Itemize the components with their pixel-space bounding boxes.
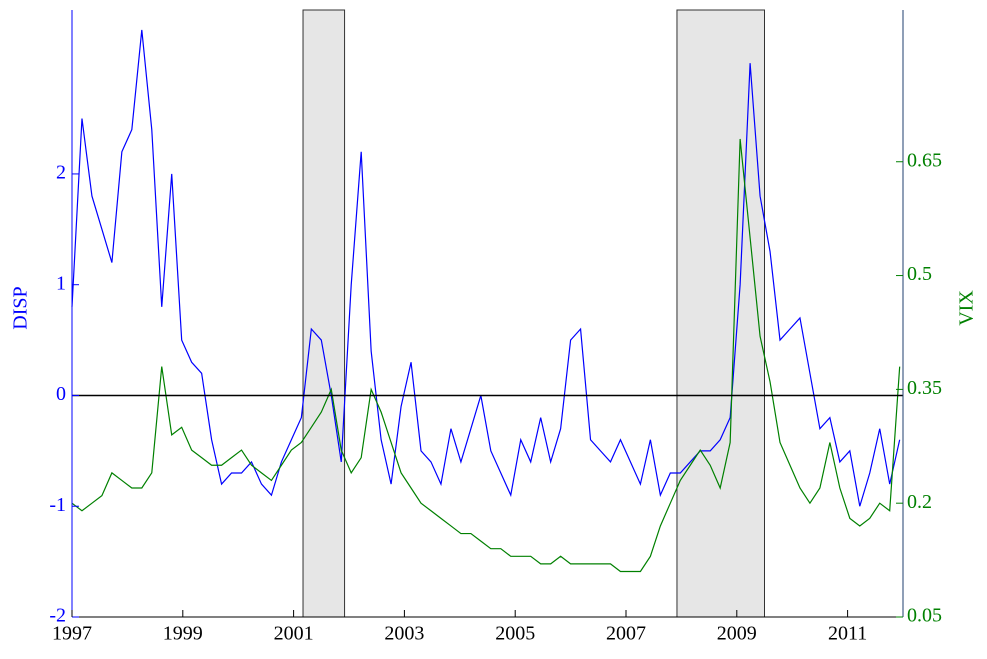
x-tick-label: 2003 xyxy=(384,623,424,645)
x-tick-label: 2001 xyxy=(274,623,314,645)
shaded-region xyxy=(302,9,346,618)
y2-tick-label: 0.2 xyxy=(907,491,932,513)
x-tick-label: 2005 xyxy=(495,623,535,645)
y2-tick-label: 0.35 xyxy=(907,377,942,399)
data-line xyxy=(71,29,901,507)
y-tick-label: 0 xyxy=(56,383,66,405)
y2-tick-label: 0.05 xyxy=(907,605,942,627)
y2-axis-label: VIX xyxy=(956,290,978,326)
y2-tick-label: 0.65 xyxy=(907,149,942,171)
y-tick-label: 1 xyxy=(56,272,66,294)
y-axis-label: DISP xyxy=(10,286,32,329)
y-tick-label: -2 xyxy=(49,605,66,627)
x-tick-label: 1997 xyxy=(52,623,92,645)
x-tick-label: 2009 xyxy=(717,623,757,645)
y-tick-label: -1 xyxy=(49,494,66,516)
data-line xyxy=(71,138,901,573)
y2-tick-label: 0.5 xyxy=(907,263,932,285)
shaded-region xyxy=(676,9,766,618)
x-tick-label: 2011 xyxy=(828,623,867,645)
x-tick-label: 2007 xyxy=(606,623,646,645)
y-tick-label: 2 xyxy=(56,162,66,184)
x-tick-label: 1999 xyxy=(163,623,203,645)
